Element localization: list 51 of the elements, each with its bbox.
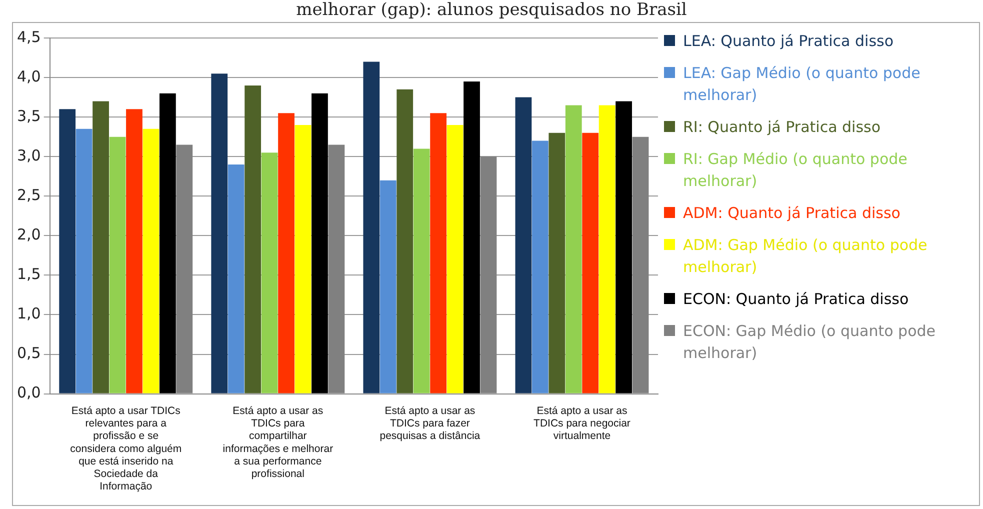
y-tick-label: 1,5 bbox=[16, 265, 41, 284]
legend-label: ECON: Gap Médio (o quanto pode melhorar) bbox=[683, 321, 937, 364]
bar bbox=[598, 105, 616, 394]
bar bbox=[548, 132, 566, 394]
bar bbox=[59, 109, 76, 394]
bar bbox=[294, 124, 312, 394]
bar bbox=[446, 124, 464, 394]
bar bbox=[261, 152, 278, 394]
x-tick-label: Está apto a usar TDICs relevantes para a profissão e se considera como alguém que está inserido na Sociedade da Informação bbox=[70, 404, 182, 493]
bar bbox=[532, 140, 548, 394]
x-tick-label: Está apto a usar as TDICs para fazer pesquisas a distância bbox=[380, 404, 480, 442]
legend-label: ADM: Gap Médio (o quanto pode melhorar) bbox=[683, 235, 928, 278]
bar bbox=[312, 93, 328, 394]
legend-label: LEA: Quanto já Pratica disso bbox=[683, 31, 894, 52]
bar bbox=[211, 74, 228, 394]
y-tick-label: 2,0 bbox=[16, 226, 41, 244]
y-tick-label: 0,5 bbox=[16, 344, 41, 362]
legend-label: LEA: Gap Médio (o quanto pode melhorar) bbox=[683, 63, 922, 106]
y-tick-label: 4,0 bbox=[16, 67, 41, 86]
legend-label: RI: Gap Médio (o quanto pode melhorar) bbox=[683, 149, 908, 192]
bar bbox=[380, 180, 396, 394]
chart-title: melhorar (gap): alunos pesquisados no Brasil bbox=[295, 0, 688, 20]
legend-label: RI: Quanto já Pratica disso bbox=[683, 117, 881, 138]
bar bbox=[142, 128, 160, 394]
bar bbox=[244, 85, 262, 394]
bar bbox=[565, 105, 582, 394]
y-tick-label: 4,5 bbox=[16, 28, 41, 46]
bar bbox=[396, 89, 414, 394]
bar bbox=[228, 164, 244, 394]
bar bbox=[126, 109, 142, 394]
bar bbox=[616, 101, 632, 394]
bar bbox=[515, 97, 532, 394]
x-tick-label: Está apto a usar as TDICs para negociar virtualmente bbox=[534, 404, 631, 442]
bar bbox=[363, 62, 380, 394]
bar bbox=[109, 136, 126, 394]
bar bbox=[430, 113, 447, 394]
bar bbox=[159, 93, 176, 394]
y-tick-label: 0,0 bbox=[16, 384, 41, 402]
bar bbox=[413, 148, 430, 394]
legend-label: ADM: Quanto já Pratica disso bbox=[683, 203, 900, 224]
y-tick-label: 1,0 bbox=[16, 304, 41, 323]
x-tick-label: Está apto a usar as TDICs para compartilhar informações e melhorar a sua performance profissional bbox=[222, 404, 334, 480]
bar bbox=[76, 128, 92, 394]
bar bbox=[92, 101, 109, 394]
bar bbox=[278, 113, 294, 394]
y-tick-label: 3,5 bbox=[16, 106, 41, 125]
y-tick-label: 2,5 bbox=[16, 186, 41, 204]
bar bbox=[582, 132, 599, 394]
legend-label: ECON: Quanto já Pratica disso bbox=[683, 289, 909, 310]
bar bbox=[464, 81, 480, 394]
y-tick-label: 3,0 bbox=[16, 146, 41, 164]
